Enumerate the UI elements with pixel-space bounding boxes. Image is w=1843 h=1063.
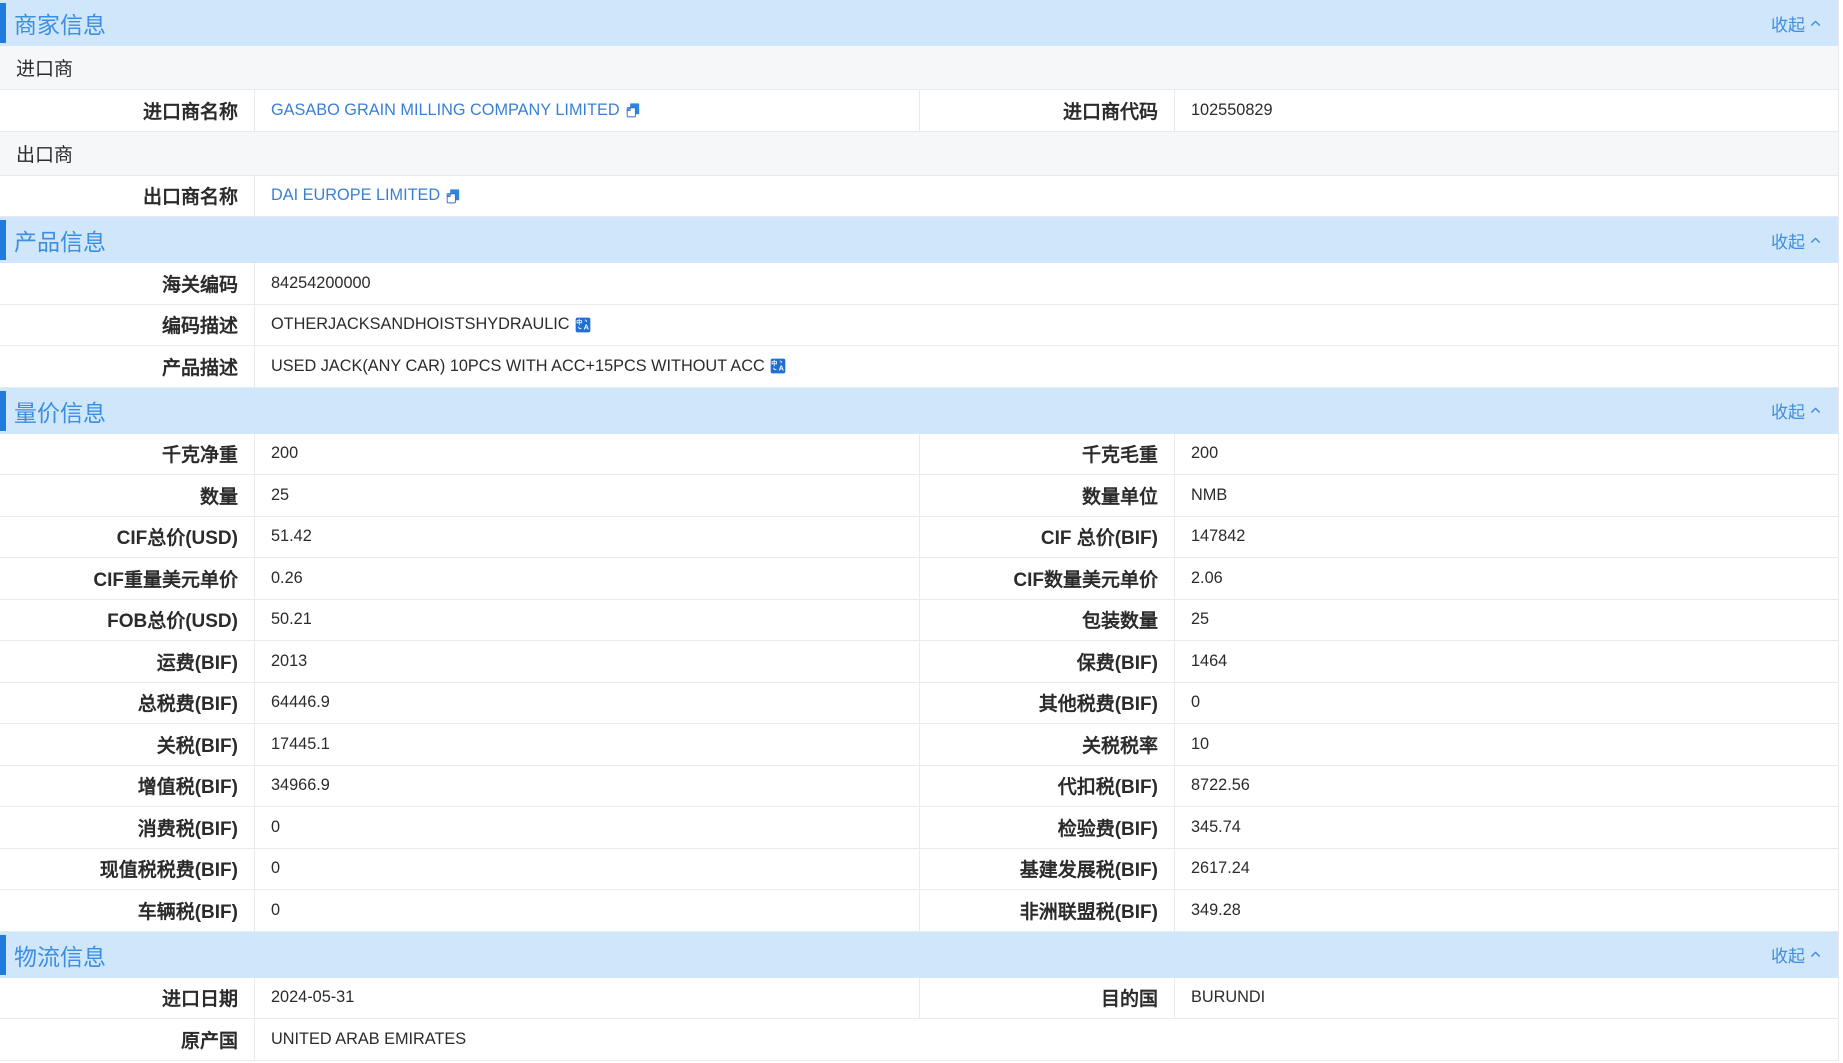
svg-text:A: A — [583, 322, 589, 331]
svg-text:A: A — [778, 364, 784, 373]
